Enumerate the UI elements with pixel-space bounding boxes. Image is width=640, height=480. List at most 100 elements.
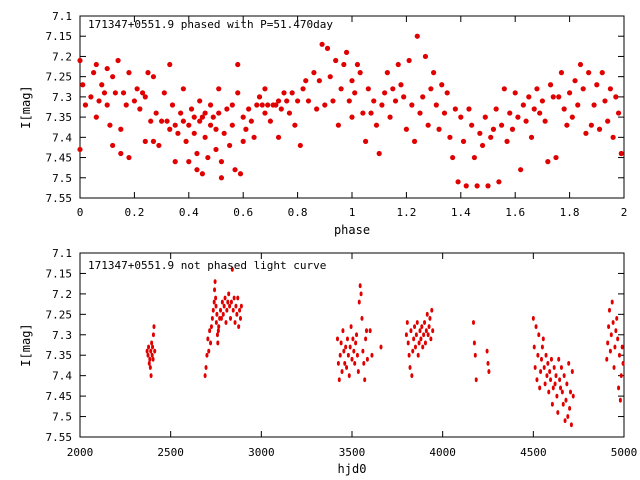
y-tick-label: 7.3 [52,329,72,342]
data-point [300,86,306,92]
data-point [267,118,273,124]
data-point [232,167,238,173]
data-point [345,336,349,342]
data-point [419,336,423,342]
data-point [430,307,434,313]
data-point [224,320,228,325]
data-point [336,361,340,366]
data-point [362,361,366,366]
data-point [379,344,383,350]
data-point [216,110,222,116]
data-point [433,102,439,108]
data-point [226,299,230,305]
data-point [305,98,312,104]
data-point [617,385,621,391]
data-point [539,356,543,362]
data-point [532,344,536,350]
data-point [551,385,555,391]
y-tick-label: 7.45 [46,390,73,403]
x-tick-label: 2000 [67,446,94,459]
data-point [594,82,600,88]
phased-light-curve-panel: 0 0.2 0.4 0.6 0.8 1 1.2 1.4 1.6 1.8 2 7.17.157.27.… [19,10,627,237]
data-point [349,324,353,329]
data-point [596,126,603,132]
data-point [382,90,388,96]
data-point [150,74,157,80]
data-point [194,167,200,173]
data-point [101,90,108,96]
data-point [558,70,565,76]
data-point [354,61,361,68]
data-point [207,102,214,108]
data-point [152,324,156,329]
data-point [539,369,543,374]
data-point [199,114,205,120]
data-point [207,122,214,128]
axis-ticks [79,15,625,199]
data-point [343,49,350,56]
data-point [533,365,537,370]
data-point [618,397,622,403]
data-point [515,114,521,120]
data-point [608,348,612,354]
data-point [219,316,223,321]
data-point [455,179,461,185]
data-point [349,78,355,84]
data-point [230,266,234,272]
data-point [536,352,540,358]
x-tick-label: 3500 [339,446,366,459]
data-point [214,320,218,325]
data-point [412,336,416,342]
x-tick-labels: 2000 2500 3000 3500 4000 4500 5000 [67,446,638,459]
y-tick-labels: 7.1 7.15 7.2 7.25 7.3 7.35 7.4 7.45 7.5 7.55 [46,10,73,205]
data-point [333,57,339,64]
data-point [205,154,211,161]
data-point [207,348,211,354]
y-tick-label: 7.2 [52,50,72,63]
data-point [210,316,214,321]
data-point [469,122,475,128]
data-point [151,344,155,350]
data-point [472,340,476,346]
data-point [262,110,268,116]
data-point [227,291,231,297]
data-point [547,389,551,395]
data-point [411,348,415,354]
data-point [303,78,309,84]
data-point [233,320,237,325]
data-point [392,98,399,104]
data-point [107,122,113,128]
data-point [561,401,565,407]
data-point [218,159,225,165]
data-point [351,336,355,342]
data-point [607,86,614,92]
data-point [167,126,173,132]
data-point [452,106,458,112]
data-point [145,70,151,76]
data-point [322,102,328,108]
data-point [423,340,427,346]
data-point [562,373,566,379]
data-point [209,324,213,329]
data-point [134,86,140,92]
data-point [537,110,543,116]
data-point [418,328,422,334]
data-point [431,328,435,334]
data-point [341,328,345,334]
data-point [610,299,614,305]
data-point [493,106,499,112]
data-point [384,70,390,76]
x-tick-label: 4500 [520,446,547,459]
data-point [172,159,178,165]
data-point [216,340,220,346]
data-point [566,414,570,419]
data-point [613,94,619,100]
data-point [471,154,477,161]
data-point [571,393,575,399]
data-point [239,303,243,309]
y-tick-label: 7.5 [52,411,72,424]
data-point [191,114,197,120]
data-point [112,90,118,96]
data-point [151,332,155,338]
data-point [567,90,573,96]
